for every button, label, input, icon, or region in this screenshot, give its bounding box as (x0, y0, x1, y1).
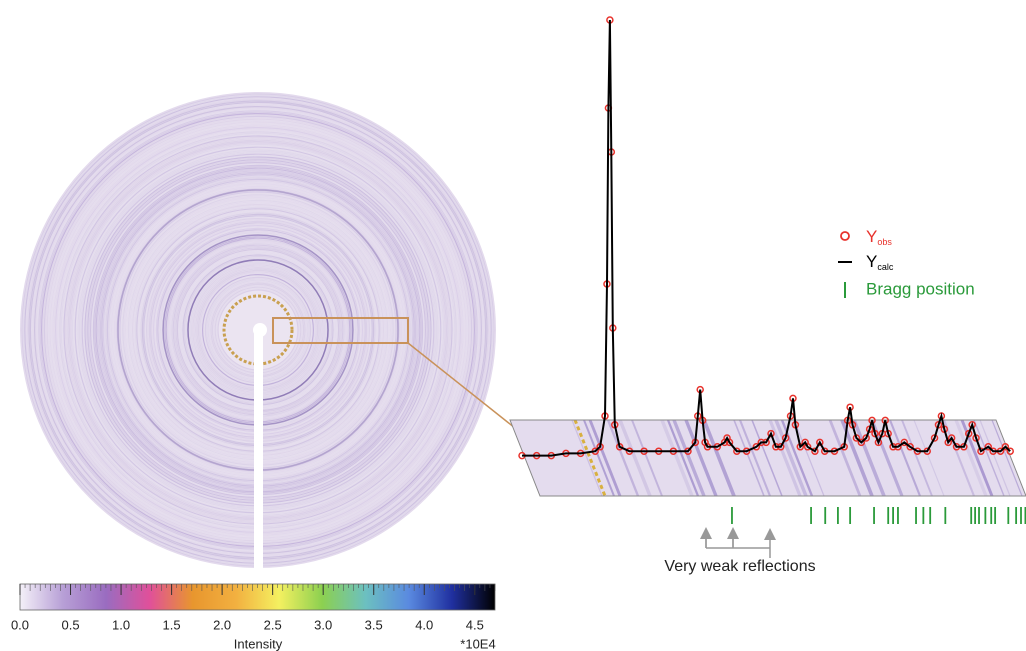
obs-point (984, 443, 993, 451)
stripe-band (901, 420, 933, 496)
obs-point (816, 438, 824, 447)
stripe-band (618, 420, 652, 496)
stripe-band (672, 420, 706, 496)
stripe-band (684, 420, 718, 496)
obs-point (874, 438, 883, 447)
stripe-band (973, 420, 1005, 496)
colorbar-bar (19, 583, 496, 611)
pattern-plot (518, 16, 1026, 524)
obs-point (752, 443, 761, 451)
colorbar-tick-label: 2.5 (264, 617, 282, 632)
stripe-band (751, 420, 783, 496)
stripe-band (870, 420, 904, 496)
obs-point (977, 447, 985, 455)
pattern-stripe (510, 420, 1026, 496)
obs-point (1001, 443, 1010, 451)
obs-point (811, 447, 819, 455)
stripe-band (991, 420, 1023, 496)
stripe-band (852, 420, 886, 496)
stripe-band (583, 420, 615, 496)
obs-point (767, 429, 775, 438)
colorbar-tick-label: 1.0 (112, 617, 130, 632)
legend-obs-sub: obs (877, 237, 892, 247)
ring-inner (222, 294, 294, 366)
legend-calc-sub: calc (877, 262, 894, 272)
stripe-band (954, 420, 988, 496)
zoom-box (272, 317, 409, 344)
legend-obs-marker (840, 231, 850, 241)
stripe-band (571, 420, 603, 496)
colorbar-tick-label: 3.0 (314, 617, 332, 632)
colorbar-tick-label: 4.5 (466, 617, 484, 632)
obs-point (906, 443, 914, 451)
stripe-band (960, 420, 994, 496)
stripe-band (733, 420, 765, 496)
colorbar-multiplier: *10E4 (460, 636, 495, 651)
arrows (705, 534, 770, 558)
stripe-band (631, 420, 663, 496)
legend-bragg: Bragg position (866, 279, 975, 298)
diffraction-rings (20, 92, 496, 570)
colorbar-tick-label: 2.0 (213, 617, 231, 632)
stripe-band (739, 420, 771, 496)
annotation: Very weak reflections (664, 558, 815, 575)
stripe-band (889, 420, 921, 496)
stripe-band (768, 420, 802, 496)
colorbar-tick-label: 3.5 (365, 617, 383, 632)
colorbar-tick-label: 0.0 (11, 617, 29, 632)
stripe-band (828, 420, 862, 496)
obs-point (857, 438, 866, 447)
obs-point (803, 443, 812, 451)
colorbar-label: Intensity (234, 636, 283, 651)
legend: Yobs Ycalc Bragg position (838, 227, 975, 298)
stripe-band (606, 420, 640, 496)
stripe-band (660, 420, 694, 496)
legend-calc-name: Y (866, 252, 877, 271)
stripe-band (774, 420, 808, 496)
stripe-band (666, 420, 700, 496)
stripe-band (913, 420, 945, 496)
stripe-band (793, 420, 825, 496)
zoom-connector (407, 342, 516, 429)
legend-calc: Ycalc (866, 252, 894, 272)
calc-line (522, 19, 1011, 457)
legend-obs-name: Y (866, 227, 877, 246)
colorbar-tick-label: 0.5 (61, 617, 79, 632)
weak-arrows (700, 533, 770, 558)
beam-stop (254, 330, 263, 570)
obs-point (900, 438, 909, 447)
colorbar-tick-label: 4.0 (415, 617, 433, 632)
stripe-band (979, 420, 1011, 496)
obs-point (964, 429, 973, 438)
stripe-band (1020, 420, 1026, 496)
stripe-band (943, 420, 975, 496)
stripe-band (588, 420, 622, 496)
obs-point (862, 434, 870, 442)
obs-point (725, 438, 734, 447)
stripe-band (702, 420, 736, 496)
colorbar-tick-label: 1.5 (163, 617, 181, 632)
beam-center (253, 323, 267, 337)
stripe-bg (510, 420, 1026, 496)
obs-point (1006, 447, 1014, 455)
obs-point (947, 434, 956, 442)
stripe-border (509, 419, 1026, 497)
legend-obs: Yobs (866, 227, 892, 247)
colorbar: 0.0 0.5 1.0 1.5 2.0 2.5 3.0 3.5 4.0 4.5 (11, 583, 496, 632)
